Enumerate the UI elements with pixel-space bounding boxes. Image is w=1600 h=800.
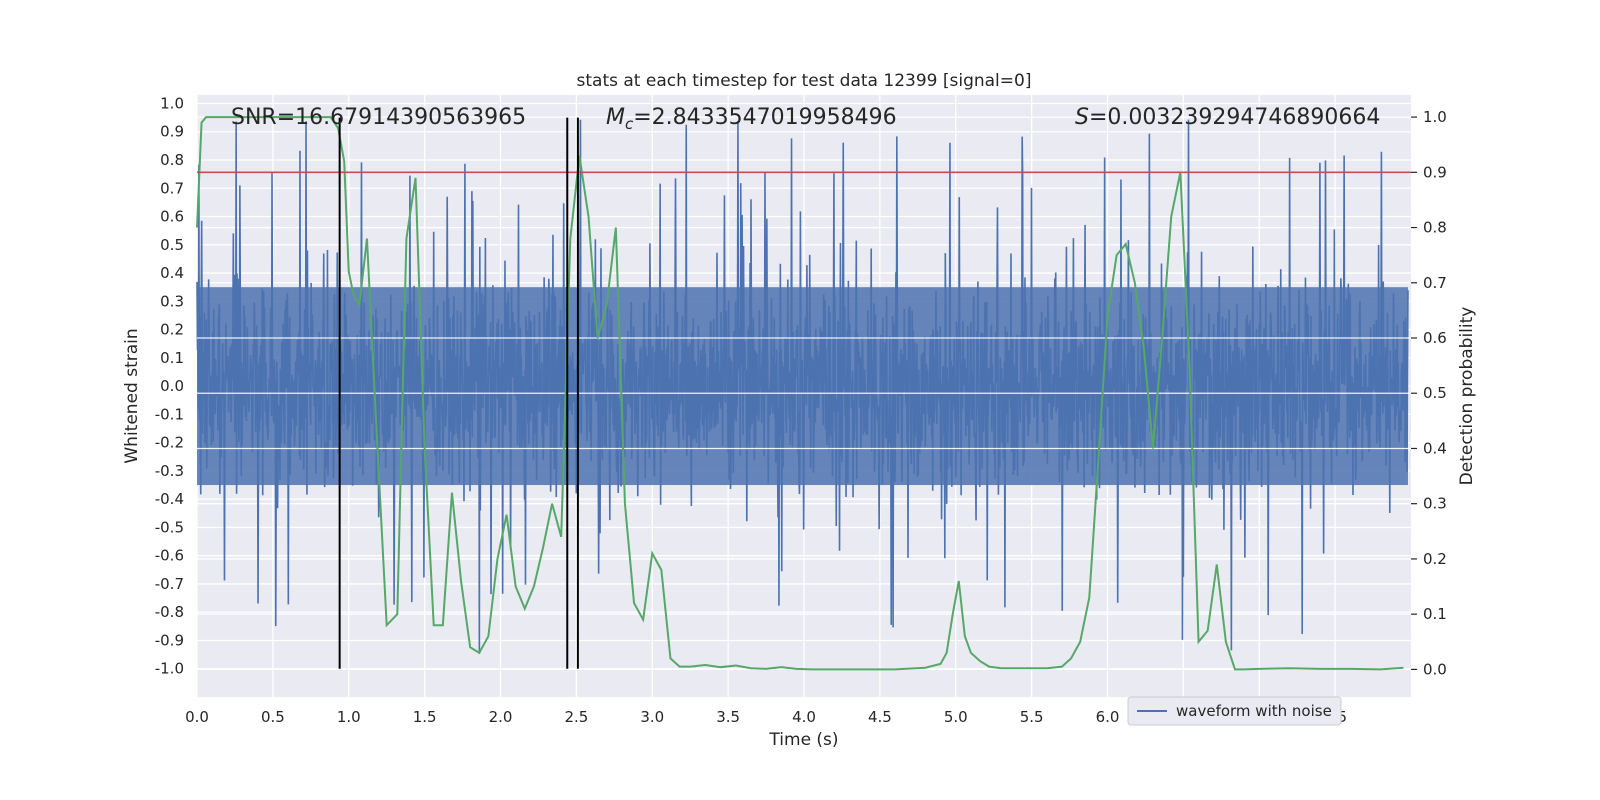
- x-tick-label: 5.5: [1020, 708, 1044, 726]
- y-tick-label: -0.5: [155, 518, 184, 536]
- x-tick-label: 4.5: [868, 708, 892, 726]
- y2-tick-label: 0.5: [1423, 384, 1447, 402]
- y-tick-label: -0.9: [155, 631, 184, 649]
- y-tick-label: 0.0: [160, 377, 184, 395]
- x-tick-label: 2.0: [489, 708, 513, 726]
- y2-tick-label: 0.2: [1423, 550, 1447, 568]
- y-tick-label: 0.5: [160, 236, 184, 254]
- legend: waveform with noise: [1127, 696, 1342, 726]
- y-tick-label: 0.2: [160, 321, 184, 339]
- x-tick-label: 2.5: [564, 708, 588, 726]
- x-tick-label: 3.5: [716, 708, 740, 726]
- detection-probability-series: [196, 116, 1404, 671]
- snr-annotation: SNR=16.67914390563965: [231, 105, 526, 130]
- mc-symbol: M: [606, 105, 625, 130]
- y2-axis-label: Detection probability: [1457, 307, 1477, 486]
- y-tick-label: -0.4: [155, 490, 184, 508]
- chirp-mass-annotation: Mc=2.8433547019958496: [606, 105, 897, 133]
- mc-subscript: c: [625, 115, 634, 133]
- tick-labels: 0.00.51.01.52.02.53.03.54.04.55.05.56.06…: [155, 94, 1447, 726]
- y2-tick-label: 0.9: [1423, 163, 1447, 181]
- x-tick-label: 0.0: [185, 708, 209, 726]
- y-tick-label: -0.8: [155, 603, 184, 621]
- y-tick-label: -0.3: [155, 462, 184, 480]
- x-tick-label: 1.0: [337, 708, 361, 726]
- x-tick-label: 5.0: [944, 708, 968, 726]
- chart-title: stats at each timestep for test data 123…: [577, 71, 1032, 91]
- y-tick-label: -0.1: [155, 405, 184, 423]
- y-axis-label: Whitened strain: [122, 328, 142, 463]
- x-axis-label: Time (s): [768, 730, 838, 750]
- y2-tick-label: 0.1: [1423, 605, 1447, 623]
- y2-tick-label: 0.4: [1423, 439, 1447, 457]
- probability-line: [196, 116, 1404, 671]
- s-annotation: S=0.003239294746890664: [1075, 105, 1380, 130]
- y-tick-label: 0.7: [160, 179, 184, 197]
- y-tick-label: -0.7: [155, 575, 184, 593]
- x-tick-label: 0.5: [261, 708, 285, 726]
- y-tick-label: 0.8: [160, 151, 184, 169]
- y-tick-label: 1.0: [160, 94, 184, 112]
- y-tick-label: -0.2: [155, 434, 184, 452]
- y2-tick-label: 0.0: [1423, 660, 1447, 678]
- y2-tick-label: 0.6: [1423, 329, 1447, 347]
- x-tick-label: 6.0: [1096, 708, 1120, 726]
- y-tick-label: 0.4: [160, 264, 184, 282]
- x-tick-label: 4.0: [792, 708, 816, 726]
- y-tick-label: -1.0: [155, 660, 184, 678]
- y2-tick-label: 0.7: [1423, 274, 1447, 292]
- y-tick-label: 0.6: [160, 208, 184, 226]
- chart-marks: [197, 117, 1411, 669]
- legend-box: [1127, 696, 1342, 726]
- legend-label-waveform: waveform with noise: [1176, 702, 1332, 720]
- mc-value: =2.8433547019958496: [633, 105, 896, 130]
- x-tick-label: 3.0: [640, 708, 664, 726]
- waveform-series: [196, 119, 1411, 654]
- y2-tick-label: 0.8: [1423, 219, 1447, 237]
- x-tick-label: 1.5: [413, 708, 437, 726]
- y-tick-label: -0.6: [155, 547, 184, 565]
- waveform-dense-band: [197, 287, 1408, 486]
- y2-tick-label: 1.0: [1423, 108, 1447, 126]
- y-tick-label: 0.1: [160, 349, 184, 367]
- s-value: =0.003239294746890664: [1089, 105, 1380, 130]
- y-tick-label: 0.3: [160, 292, 184, 310]
- y2-tick-label: 0.3: [1423, 495, 1447, 513]
- y-tick-label: 0.9: [160, 123, 184, 141]
- s-symbol: S: [1075, 105, 1089, 130]
